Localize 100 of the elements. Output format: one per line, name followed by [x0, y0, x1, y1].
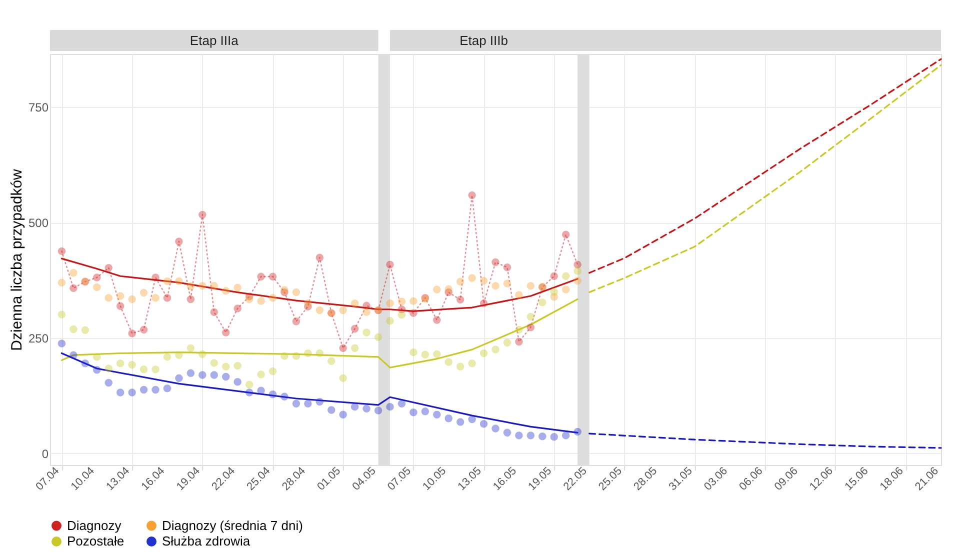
point: [186, 282, 195, 290]
point: [175, 238, 183, 246]
point: [58, 278, 66, 286]
point: [81, 360, 90, 368]
point: [292, 288, 300, 296]
point: [550, 288, 558, 296]
point: [280, 286, 288, 294]
point: [480, 420, 488, 428]
point: [550, 432, 558, 441]
point: [386, 402, 394, 411]
point: [234, 378, 242, 386]
point: [257, 272, 265, 280]
point: [444, 358, 452, 366]
point: [93, 366, 101, 374]
point: [245, 380, 254, 389]
point: [386, 260, 394, 268]
point: [339, 410, 347, 419]
point: [304, 400, 312, 408]
point: [186, 295, 195, 304]
point: [70, 269, 78, 277]
point: [503, 338, 512, 346]
point: [410, 408, 418, 416]
line-series: [588, 432, 942, 449]
point: [574, 276, 582, 285]
point: [339, 374, 347, 382]
point: [128, 295, 136, 304]
text: Etap IIIa: [190, 33, 240, 48]
point: [140, 288, 148, 297]
point: [210, 371, 218, 379]
point: [386, 300, 394, 308]
point: [538, 432, 546, 440]
point: [398, 400, 406, 408]
point: [574, 267, 582, 275]
point: [268, 390, 277, 398]
point: [526, 282, 535, 290]
point: [468, 274, 476, 282]
point: [515, 432, 523, 440]
point: [433, 410, 441, 419]
point: [93, 353, 101, 361]
point: [198, 282, 206, 290]
point: [234, 304, 242, 312]
point: [280, 392, 288, 401]
point: [210, 359, 218, 367]
point: [116, 360, 124, 368]
point: [350, 402, 359, 411]
point: [574, 260, 582, 268]
legend-label: Służba zdrowia: [162, 534, 251, 548]
point: [444, 285, 452, 293]
point: [316, 254, 324, 262]
point: [410, 309, 418, 317]
point: [339, 306, 347, 314]
point: [350, 300, 359, 308]
point: [245, 388, 254, 396]
point: [456, 278, 464, 286]
point: [93, 283, 101, 292]
point: [222, 372, 230, 381]
legend-label: Diagnozy (średnia 7 dni): [162, 518, 303, 533]
point: [386, 317, 394, 325]
legend-label: Diagnozy: [67, 518, 122, 533]
point: [515, 338, 523, 346]
point: [198, 350, 206, 358]
point: [257, 297, 265, 305]
point: [280, 352, 288, 360]
point: [492, 424, 500, 432]
point: [175, 277, 183, 286]
point: [503, 263, 512, 272]
point: [480, 276, 488, 285]
point: [245, 295, 254, 304]
point: [234, 284, 242, 292]
point: [550, 272, 558, 280]
point: [526, 324, 535, 332]
point: [362, 328, 370, 336]
y-tick-label: 0: [42, 446, 49, 461]
point: [538, 298, 546, 306]
point: [222, 328, 230, 336]
point: [93, 274, 101, 282]
point: [574, 428, 582, 436]
point: [104, 378, 112, 387]
point: [304, 300, 312, 308]
point: [163, 384, 172, 392]
point: [433, 316, 441, 324]
y-tick-label: 250: [28, 332, 49, 346]
point: [58, 310, 66, 318]
point: [468, 360, 476, 368]
point: [515, 291, 523, 299]
point: [515, 326, 523, 334]
point: [163, 353, 172, 361]
point: [456, 362, 464, 370]
point: [140, 326, 148, 334]
point: [562, 230, 570, 238]
point: [210, 308, 218, 316]
point: [104, 264, 112, 272]
y-tick-label: 500: [28, 216, 49, 230]
point: [503, 280, 512, 288]
point: [480, 300, 488, 308]
point: [257, 370, 265, 378]
point: [316, 398, 324, 406]
point: [175, 374, 183, 382]
point: [163, 277, 172, 286]
point: [492, 346, 500, 354]
